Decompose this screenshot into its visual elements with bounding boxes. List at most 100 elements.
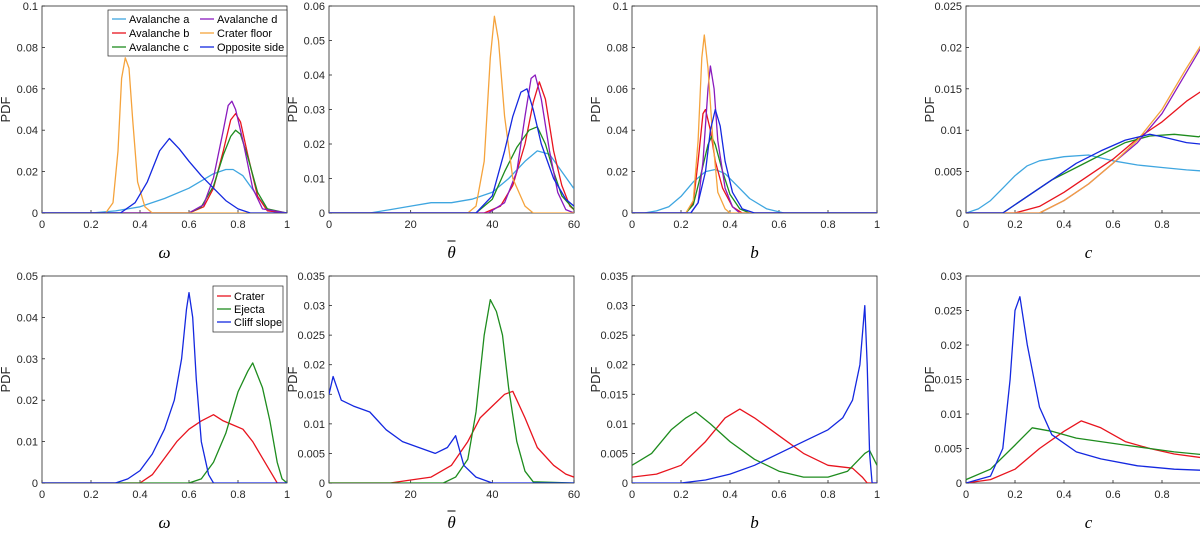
series-line-crater-floor — [632, 34, 877, 213]
x-tick-label: 1 — [284, 219, 290, 231]
series-line-opposite-side — [632, 108, 877, 213]
y-tick-label: 0.03 — [17, 354, 38, 366]
axes-box — [631, 275, 878, 484]
x-tick-label: 0.4 — [1056, 489, 1071, 501]
x-tick-label: 0.8 — [1154, 219, 1169, 231]
x-tick-label: 0.8 — [1154, 489, 1169, 501]
y-tick-label: 0.06 — [607, 84, 628, 96]
chart-panel-8: 00.20.40.60.8100.0050.010.0150.020.0250.… — [922, 271, 1200, 532]
x-tick-label: 0.8 — [230, 219, 245, 231]
y-tick-label: 0 — [956, 208, 962, 220]
y-tick-label: 0.04 — [607, 125, 628, 137]
x-tick-label: 0.2 — [673, 219, 688, 231]
x-axis-label: ω — [158, 243, 170, 262]
series-line-crater — [966, 420, 1200, 483]
y-tick-label: 0.05 — [17, 271, 38, 283]
y-axis-label: PDF — [588, 96, 603, 122]
chart-panel-6: 0 20 40 60 0 0.005 0.01 0.015 0.02 0.025 0.03 0.035… — [285, 271, 580, 532]
x-tick-label: 0.8 — [820, 219, 835, 231]
y-tick-label: 0.005 — [934, 167, 962, 179]
y-tick-label: 0.02 — [17, 395, 38, 407]
legend-label: Avalanche d — [217, 14, 277, 26]
legend-label: Avalanche c — [129, 42, 189, 54]
x-tick-label: 1 — [874, 219, 880, 231]
y-tick-label: 0.05 — [304, 36, 325, 48]
series-line-crater-floor — [329, 15, 574, 213]
x-tick-label: 60 — [568, 219, 580, 231]
y-tick-label: 0.02 — [304, 139, 325, 151]
y-tick-label: 0.01 — [941, 409, 962, 421]
x-tick-label: 1 — [284, 489, 290, 501]
x-tick-label: 0.6 — [771, 489, 786, 501]
y-tick-label: 0.02 — [17, 167, 38, 179]
axes-box — [328, 5, 575, 214]
x-tick-label: 0 — [326, 219, 332, 231]
series-line-avalanche-b — [42, 112, 287, 213]
x-axis-label: c — [1085, 243, 1093, 262]
series-line-avalanche-a — [632, 168, 877, 213]
legend-label: Crater — [234, 291, 265, 303]
chart-panel-2: 0 20 40 60 0 0.01 0.02 0.03 0.04 0.05 0.06 PDF θ — [285, 1, 580, 262]
x-tick-label: 0.2 — [673, 489, 688, 501]
axes-box — [328, 275, 575, 484]
chart-panel-3: 0 0.2 0.4 0.6 0.8 1 0 0.02 0.04 0.06 0.08 0.1 PDF b — [588, 1, 880, 262]
legend-label: Cliff slope — [234, 317, 282, 329]
series-line-ejecta — [329, 299, 574, 483]
x-tick-label: 0 — [39, 489, 45, 501]
x-axis-label: b — [750, 243, 759, 262]
y-tick-label: 0 — [622, 208, 628, 220]
series-line-avalanche-d — [966, 48, 1200, 213]
y-tick-label: 0.005 — [297, 448, 325, 460]
series-line-crater-floor — [42, 57, 287, 213]
legend-label: Ejecta — [234, 304, 265, 316]
y-tick-label: 0.04 — [304, 70, 325, 82]
y-tick-label: 0.08 — [607, 42, 628, 54]
x-tick-label: 0.6 — [1105, 489, 1120, 501]
x-tick-label: 0.2 — [1007, 489, 1022, 501]
y-tick-label: 0.02 — [607, 167, 628, 179]
series-line-avalanche-a — [329, 150, 574, 213]
series-line-crater — [329, 390, 574, 483]
x-tick-label: 0 — [963, 219, 969, 231]
series-line-cliff-slope — [329, 375, 574, 483]
y-tick-label: 0.06 — [17, 84, 38, 96]
x-tick-label: 0 — [39, 219, 45, 231]
series-line-cliff-slope — [966, 296, 1200, 483]
chart-panel-1: 0 0.2 0.4 0.6 0.8 1 0 0.02 0.04 0.06 0.08 0.1 PDF ω Av… — [0, 1, 290, 262]
x-tick-label: 0 — [629, 219, 635, 231]
series-line-avalanche-c — [966, 133, 1200, 213]
x-tick-label: 0.4 — [722, 489, 737, 501]
y-tick-label: 0 — [319, 208, 325, 220]
series-line-avalanche-b — [632, 108, 877, 213]
x-tick-label: 0.8 — [820, 489, 835, 501]
y-tick-label: 0.005 — [600, 448, 628, 460]
series-line-avalanche-d — [632, 65, 877, 213]
y-tick-label: 0.03 — [941, 271, 962, 283]
legend-label: Crater floor — [217, 28, 272, 40]
series-line-avalanche-b — [329, 81, 574, 213]
x-tick-label: 0.4 — [132, 489, 147, 501]
y-tick-label: 0 — [622, 478, 628, 490]
x-tick-label: 0 — [326, 489, 332, 501]
y-tick-label: 0.015 — [297, 389, 325, 401]
y-tick-label: 0.02 — [607, 360, 628, 372]
y-tick-label: 0.025 — [934, 306, 962, 318]
y-axis-label: PDF — [588, 366, 603, 392]
legend-label: Opposite side — [217, 42, 284, 54]
y-tick-label: 0 — [319, 478, 325, 490]
y-tick-label: 0.03 — [304, 301, 325, 313]
series-line-opposite-side — [966, 133, 1200, 213]
y-tick-label: 0.02 — [941, 340, 962, 352]
y-tick-label: 0.01 — [607, 419, 628, 431]
x-tick-label: 0.4 — [722, 219, 737, 231]
y-tick-label: 0.015 — [934, 375, 962, 387]
chart-panel-5: 0 0.2 0.4 0.6 0.8 1 0 0.01 0.02 0.03 0.04 0.05 PDF ω C… — [0, 271, 290, 532]
series-line-crater — [42, 414, 287, 483]
y-tick-label: 0.035 — [297, 271, 325, 283]
y-axis-label: PDF — [922, 366, 937, 392]
y-tick-label: 0.08 — [17, 42, 38, 54]
series-line-crater-floor — [966, 45, 1200, 213]
x-tick-label: 1 — [874, 489, 880, 501]
